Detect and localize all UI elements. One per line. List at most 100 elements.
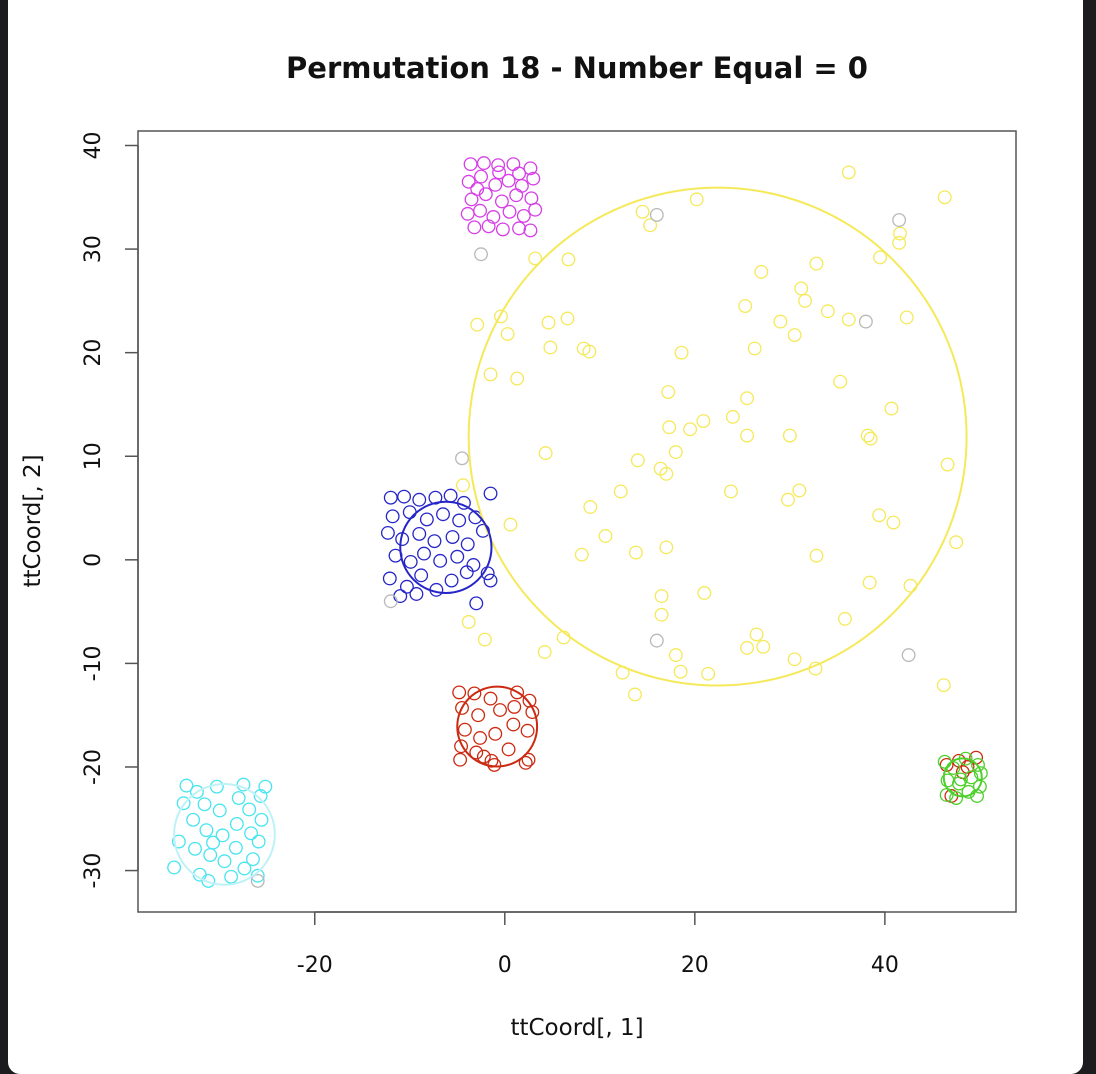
point: [787, 328, 802, 343]
point: [598, 529, 613, 543]
x-tick-label: -20: [297, 953, 333, 978]
point: [787, 652, 802, 667]
point: [385, 509, 400, 524]
point: [725, 409, 740, 424]
point: [820, 304, 835, 319]
point: [250, 868, 265, 883]
point: [689, 192, 704, 207]
point: [471, 708, 486, 723]
point: [886, 515, 901, 530]
point: [516, 208, 531, 223]
y-tick-label: 30: [81, 235, 106, 263]
point: [662, 420, 677, 435]
point: [501, 742, 516, 757]
y-tick-label: -20: [81, 749, 106, 785]
point: [528, 202, 543, 217]
point: [201, 873, 216, 888]
point: [512, 166, 526, 181]
point: [520, 723, 535, 738]
point: [188, 841, 202, 856]
point: [206, 835, 221, 850]
point: [953, 772, 968, 787]
cluster-circle: [467, 186, 968, 687]
point: [403, 554, 418, 569]
point: [445, 530, 460, 544]
y-tick-label: -30: [81, 853, 106, 889]
cluster-circle: [173, 782, 276, 886]
point: [643, 218, 658, 233]
point: [397, 489, 412, 504]
point: [628, 545, 643, 560]
x-axis-label: ttCoord[, 1]: [510, 1015, 643, 1041]
point: [402, 505, 417, 520]
point: [399, 579, 414, 594]
point: [459, 565, 474, 580]
point: [780, 492, 795, 507]
point: [412, 492, 427, 507]
point: [841, 312, 856, 327]
point: [524, 191, 539, 206]
point: [561, 252, 576, 267]
point: [809, 548, 824, 563]
point: [809, 256, 824, 271]
point: [518, 755, 533, 770]
point: [483, 486, 498, 501]
point: [436, 507, 450, 522]
point: [838, 611, 852, 626]
point: [179, 778, 194, 793]
point: [186, 812, 201, 827]
point: [510, 371, 525, 386]
point: [469, 745, 484, 760]
point: [470, 317, 485, 332]
point: [412, 526, 427, 541]
point: [461, 174, 476, 189]
point: [199, 823, 214, 838]
point: [543, 340, 558, 355]
point: [197, 797, 212, 812]
point: [492, 165, 507, 180]
point: [461, 615, 476, 629]
point: [523, 223, 538, 238]
point: [494, 194, 509, 209]
x-tick-label: 40: [871, 953, 899, 978]
point: [502, 204, 517, 219]
point: [228, 840, 243, 855]
point: [242, 802, 257, 817]
y-tick-label: 10: [81, 442, 106, 470]
point: [537, 645, 552, 659]
point: [754, 264, 769, 279]
point: [723, 484, 738, 499]
point: [494, 309, 508, 324]
point: [683, 422, 698, 437]
point: [521, 752, 536, 767]
point: [464, 192, 479, 207]
point: [522, 693, 537, 708]
point: [635, 204, 650, 219]
point: [382, 571, 397, 586]
point: [393, 589, 408, 604]
point: [794, 281, 809, 296]
point: [433, 553, 448, 568]
point: [649, 207, 664, 222]
point: [189, 784, 204, 799]
point: [628, 687, 642, 702]
point: [697, 586, 712, 600]
y-tick-label: 20: [81, 339, 106, 367]
point: [409, 587, 424, 601]
point: [939, 757, 954, 772]
chart-title: Permutation 18 - Number Equal = 0: [286, 51, 868, 85]
point: [782, 428, 797, 443]
point: [949, 791, 964, 806]
point: [443, 488, 458, 503]
point: [892, 235, 907, 250]
point: [937, 190, 952, 205]
point: [488, 177, 503, 192]
point: [466, 558, 481, 572]
point: [893, 226, 908, 241]
point: [380, 525, 395, 540]
point: [528, 251, 543, 266]
point: [506, 157, 521, 172]
point: [244, 826, 259, 841]
point: [481, 219, 496, 234]
